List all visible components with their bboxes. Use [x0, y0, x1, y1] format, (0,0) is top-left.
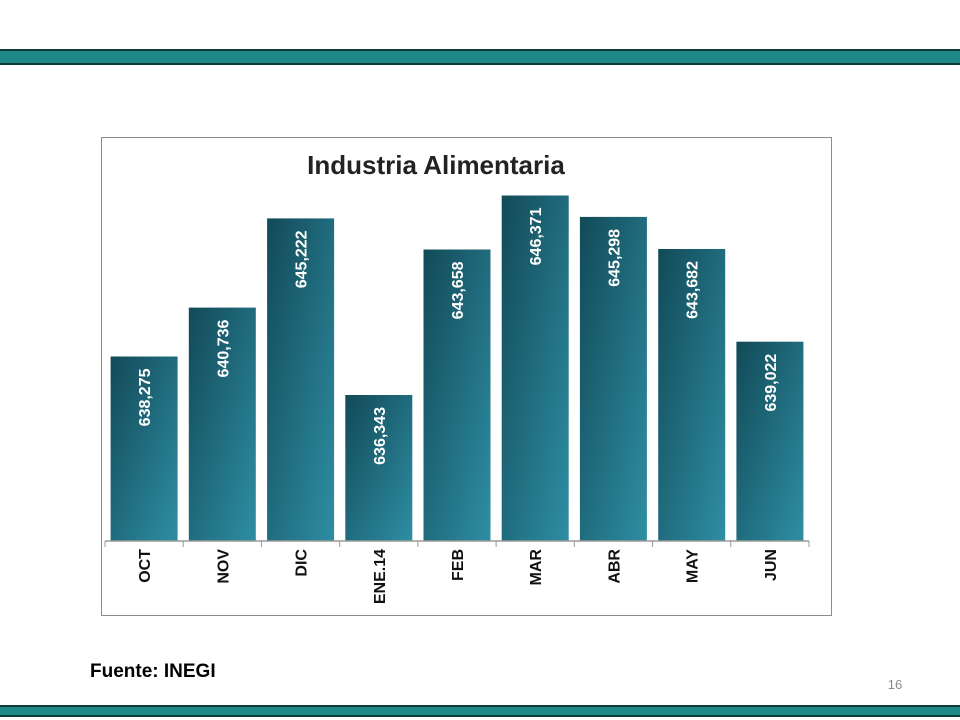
category-label: ENE.14 [372, 549, 389, 604]
bar-value-label: 640,736 [215, 320, 232, 378]
bars-group: 638,275 640,736 645,222 636,343 643,658 646,3… [110, 195, 804, 541]
bar-abr [579, 216, 647, 541]
bar-ene-14 [345, 395, 413, 541]
bar-value-label: 643,682 [685, 261, 702, 319]
category-label: DIC [294, 549, 311, 577]
category-label: NOV [215, 549, 232, 584]
category-label: FEB [450, 549, 467, 581]
bar-nov [188, 307, 256, 541]
bar-oct [110, 356, 178, 541]
bar-dic [267, 218, 335, 541]
category-label: MAR [528, 549, 545, 586]
category-label: OCT [137, 549, 154, 583]
chart-frame: Industria Alimentaria 638,275 640,736 645,… [101, 137, 832, 616]
top-decorative-band [0, 49, 960, 65]
chart-title: Industria Alimentaria [307, 150, 565, 180]
x-axis: OCT NOV DIC ENE.14 FEB MAR ABR MAY JUN [104, 540, 810, 604]
bar-value-label: 645,298 [606, 229, 623, 287]
source-note: Fuente: INEGI [90, 661, 216, 682]
bar-value-label: 639,022 [763, 354, 780, 412]
bar-value-label: 636,343 [372, 407, 389, 465]
category-label: ABR [606, 549, 623, 584]
bar-feb [423, 249, 491, 541]
bar-mar [501, 195, 569, 541]
bar-value-label: 638,275 [137, 368, 154, 426]
category-label: MAY [685, 549, 702, 583]
category-label: JUN [763, 549, 780, 581]
bottom-decorative-band [0, 705, 960, 717]
bar-jun [736, 341, 804, 541]
bar-chart: Industria Alimentaria 638,275 640,736 645,… [104, 150, 810, 604]
bar-value-label: 645,222 [294, 230, 311, 288]
bar-may [658, 249, 726, 541]
bar-value-label: 646,371 [528, 207, 545, 265]
bar-value-label: 643,658 [450, 261, 467, 319]
page-number: 16 [887, 677, 903, 692]
